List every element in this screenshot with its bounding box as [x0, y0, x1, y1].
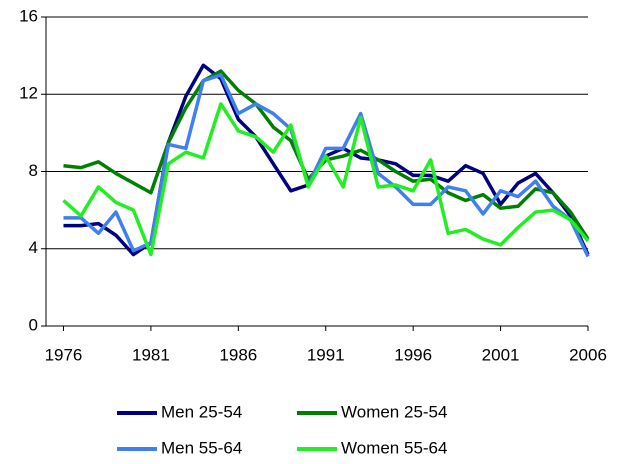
y-tick-label: 16 — [19, 6, 38, 25]
series-line — [63, 69, 590, 241]
x-tick-label: 1986 — [219, 345, 257, 364]
x-tick-label: 2006 — [569, 345, 607, 364]
x-tick-label: 1991 — [307, 345, 345, 364]
y-tick-label: 12 — [19, 84, 38, 103]
legend-label: Men 55-64 — [161, 438, 242, 457]
series-line — [63, 73, 590, 258]
y-tick-label: 8 — [29, 161, 38, 180]
legend-label: Women 55-64 — [341, 438, 447, 457]
legend-label: Women 25-54 — [341, 402, 447, 421]
legend-label: Men 25-54 — [161, 402, 242, 421]
x-tick-label: 2001 — [482, 345, 520, 364]
y-tick-label: 0 — [29, 315, 38, 334]
x-tick-label: 1981 — [132, 345, 170, 364]
y-tick-label: 4 — [29, 238, 38, 257]
x-tick-label: 1976 — [45, 345, 83, 364]
x-tick-label: 1996 — [394, 345, 432, 364]
series-line — [62, 102, 590, 257]
